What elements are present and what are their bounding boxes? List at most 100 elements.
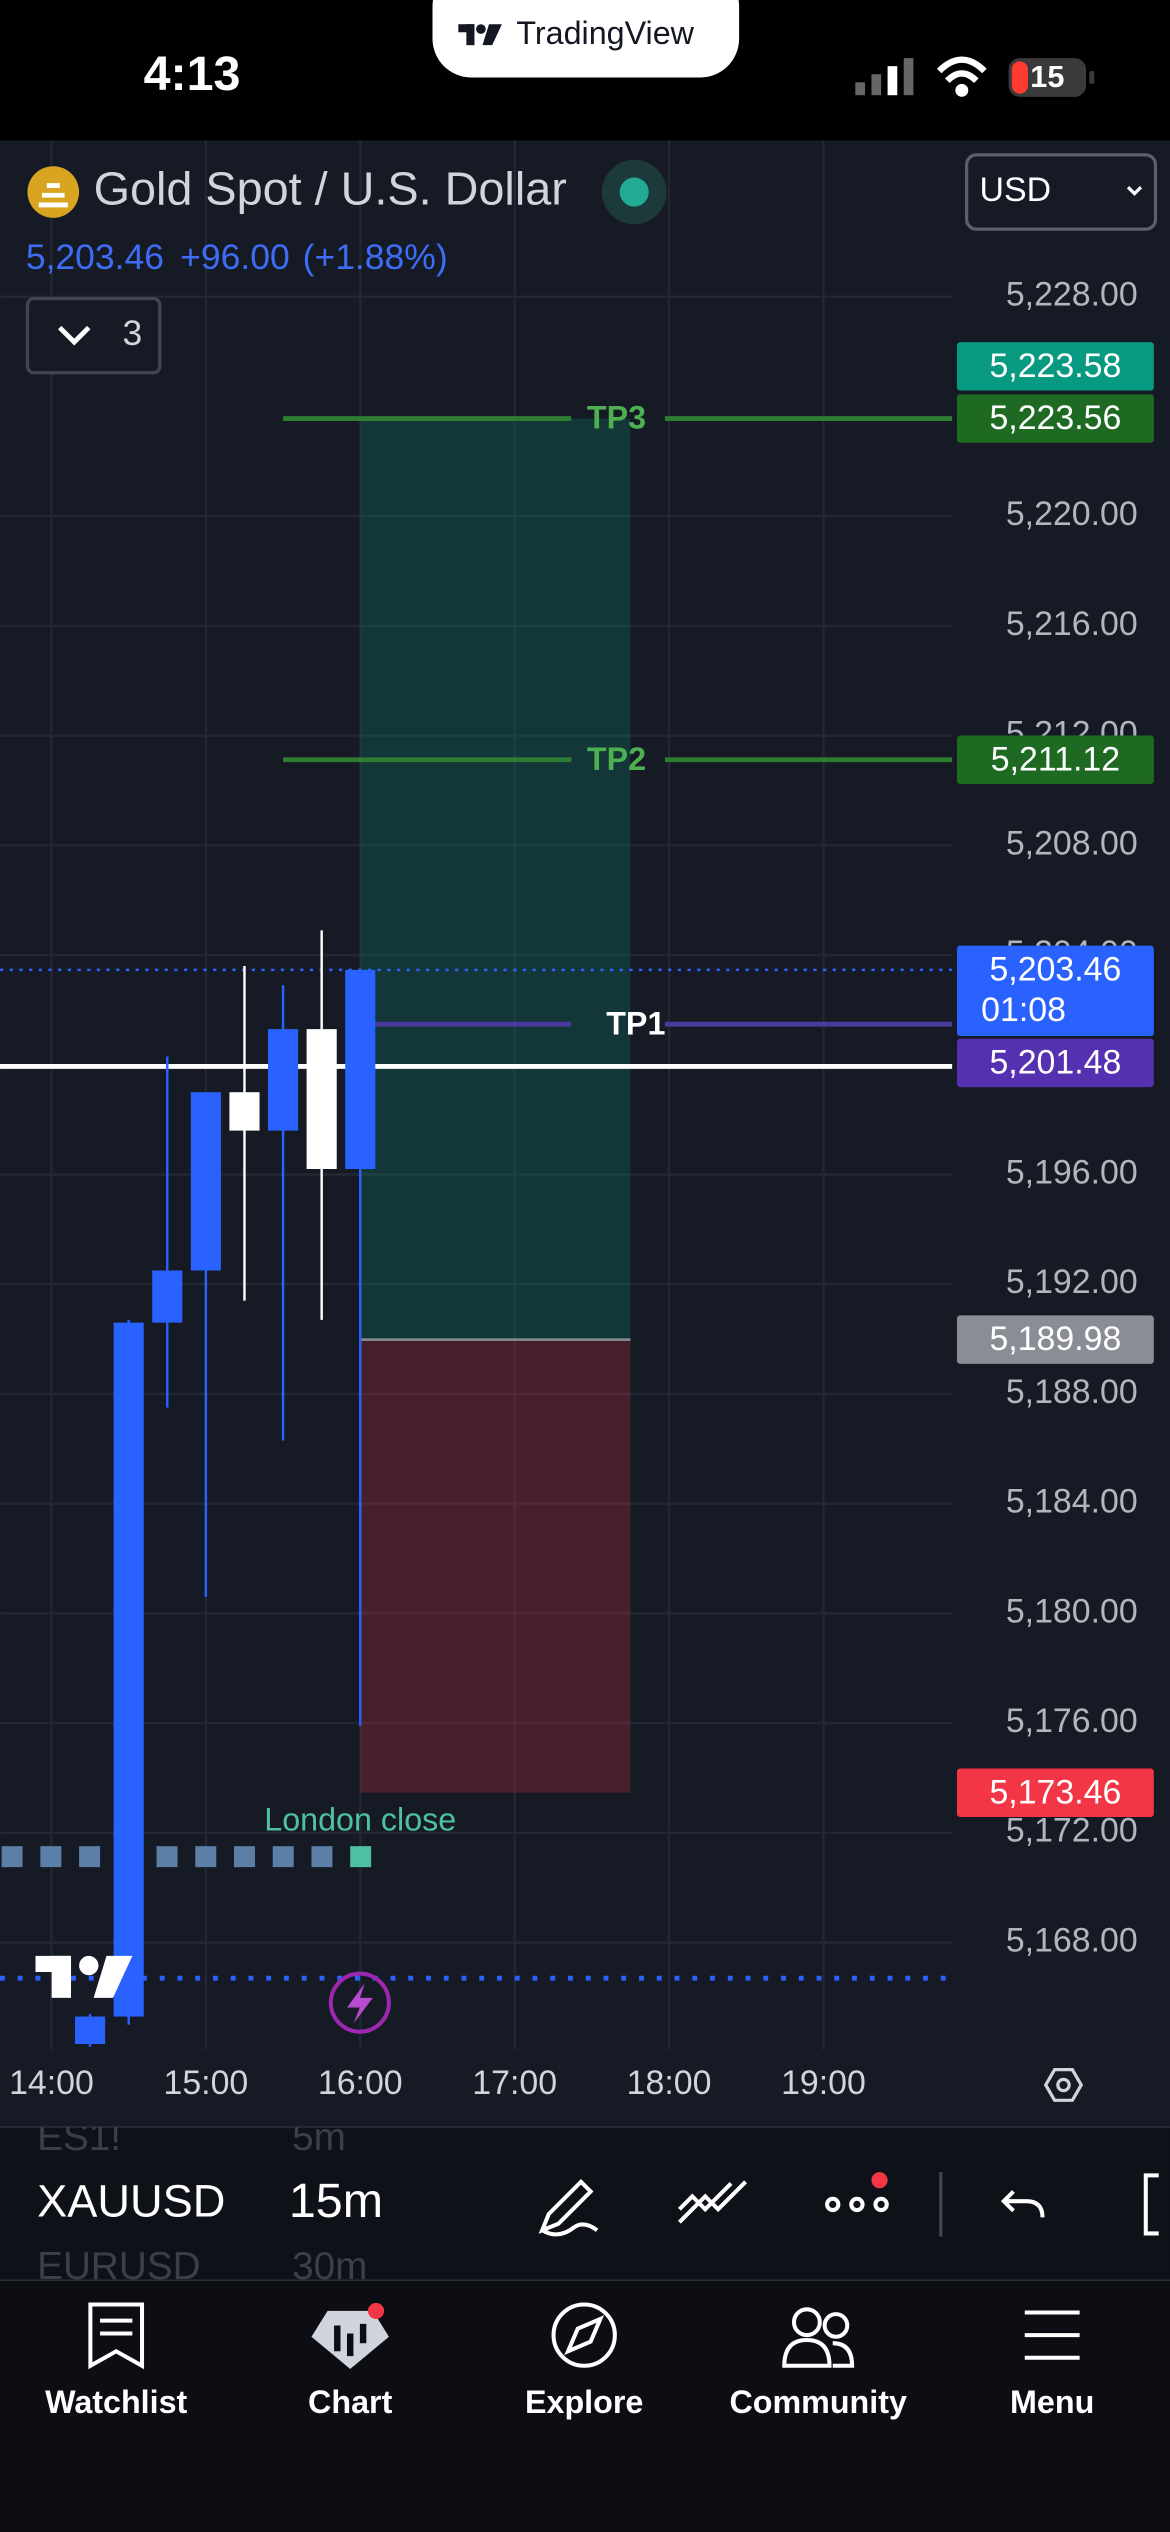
session-markers xyxy=(1,1846,372,1868)
price-label-box xyxy=(956,735,1154,784)
price-label-box xyxy=(956,1315,1154,1364)
y-tick-label: 5,196.00 xyxy=(1006,1153,1138,1191)
plot xyxy=(0,416,953,2047)
y-tick-label: 5,188.00 xyxy=(1006,1373,1138,1411)
toolbar-bg xyxy=(0,2126,1170,2281)
notification-dot xyxy=(367,2302,385,2319)
tp-label: TP1 xyxy=(606,1005,665,1041)
candle-body xyxy=(75,2016,106,2044)
y-tick-label: 5,208.00 xyxy=(1006,824,1138,862)
y-tick-label: 5,216.00 xyxy=(1006,605,1138,643)
price-label-box xyxy=(956,1768,1154,1817)
community-icon xyxy=(782,2337,855,2368)
symbol-picker[interactable]: ES1! 5m XAUUSD 15m EURUSD 30m xyxy=(37,2116,383,2288)
community-icon xyxy=(791,2307,822,2338)
price-label: 5,203.46 xyxy=(989,950,1121,988)
tab-label: Watchlist xyxy=(45,2384,187,2420)
draw-tool[interactable] xyxy=(538,2178,599,2237)
profit-zone xyxy=(360,418,631,1340)
chart-icon-candles xyxy=(334,2323,367,2357)
y-tick-label: 5,172.00 xyxy=(1006,1812,1138,1850)
battery-tip xyxy=(1089,71,1095,84)
price-label-box xyxy=(956,342,1154,391)
more-tools[interactable] xyxy=(825,2196,889,2213)
y-tick-label: 5,192.00 xyxy=(1006,1263,1138,1301)
candle-body xyxy=(229,1092,260,1131)
candle-body xyxy=(268,1029,299,1131)
currency-dropdown[interactable]: USD xyxy=(965,153,1158,231)
tab-label: Community xyxy=(729,2384,907,2420)
price-label-box xyxy=(956,1038,1154,1088)
x-tick-label: 17:00 xyxy=(472,2064,557,2102)
tp-label: TP2 xyxy=(587,741,646,777)
lightning-icon[interactable] xyxy=(328,1971,391,2034)
app-name: TradingView xyxy=(516,15,694,51)
wifi-dot xyxy=(955,83,969,97)
x-tick-label: 16:00 xyxy=(318,2064,403,2102)
symbol-header[interactable]: Gold Spot / U.S. Dollar xyxy=(27,159,667,225)
price-label: 5,173.46 xyxy=(989,1773,1121,1811)
currency: USD xyxy=(980,171,1052,209)
tp-label: TP3 xyxy=(587,400,646,436)
symbol: XAUUSD xyxy=(37,2175,225,2226)
tab-label: Menu xyxy=(1010,2384,1094,2420)
overlay: TP3 TP2 TP1 London close xyxy=(264,400,665,1838)
price-label-box xyxy=(956,945,1154,1037)
tab-explore[interactable]: Explore xyxy=(525,2302,643,2420)
gold-icon xyxy=(27,166,80,218)
annotation: London close xyxy=(264,1801,456,1837)
candle-body xyxy=(113,1322,144,2017)
tab-watchlist[interactable]: Watchlist xyxy=(45,2302,188,2420)
prev-interval: 5m xyxy=(292,2116,346,2159)
menu-icon xyxy=(1024,2310,1080,2360)
header-change: +96.00 xyxy=(180,237,290,277)
explore-icon xyxy=(551,2302,617,2368)
y-tick-label: 5,180.00 xyxy=(1006,1592,1138,1630)
prev-symbol: ES1! xyxy=(37,2116,121,2159)
settings-icon-dot xyxy=(1056,2077,1071,2093)
gold-icon-bars xyxy=(38,183,68,208)
chevron xyxy=(1126,186,1143,196)
compass-needle xyxy=(564,2315,605,2356)
price-label: 5,223.56 xyxy=(989,399,1121,437)
x-tick-label: 15:00 xyxy=(163,2064,248,2102)
symbol-title: Gold Spot / U.S. Dollar xyxy=(94,162,567,214)
app-pill xyxy=(432,0,740,78)
battery-percent: 15 xyxy=(1030,60,1064,94)
price-line: 5,203.46 +96.00 (+1.88%) xyxy=(26,237,448,277)
time-axis: 14:00 15:00 16:00 17:00 18:00 19:00 xyxy=(9,2064,866,2102)
tab-menu[interactable]: Menu xyxy=(1010,2310,1094,2421)
tab-label: Chart xyxy=(308,2384,393,2420)
indicator-toggle[interactable]: 3 xyxy=(25,296,162,375)
tv-logo xyxy=(458,24,502,46)
community-icon xyxy=(822,2312,850,2339)
trend-tool[interactable] xyxy=(677,2180,747,2224)
y-tick-label: 5,228.00 xyxy=(1006,276,1138,314)
next-symbol: EURUSD xyxy=(37,2245,201,2288)
y-tick-label: 5,176.00 xyxy=(1006,1702,1138,1740)
signal xyxy=(855,58,914,96)
watchlist-icon xyxy=(88,2302,145,2370)
indicator-count: 3 xyxy=(122,313,142,353)
x-tick-label: 14:00 xyxy=(9,2064,94,2102)
battery-level xyxy=(1011,61,1028,94)
loss-zone xyxy=(360,1339,631,1793)
price-label-box xyxy=(956,394,1154,443)
y-tick-label: 5,184.00 xyxy=(1006,1483,1138,1521)
countdown: 01:08 xyxy=(981,991,1066,1029)
price-label: 5,189.98 xyxy=(989,1320,1121,1358)
chevron xyxy=(58,325,91,346)
tab-bar-bg xyxy=(0,2280,1170,2532)
indicator-box xyxy=(25,296,162,375)
undo[interactable] xyxy=(1000,2190,1045,2218)
tab-chart[interactable]: Chart xyxy=(308,2302,393,2420)
next-interval: 30m xyxy=(292,2245,367,2288)
price-label: 5,201.48 xyxy=(989,1043,1121,1081)
more-button[interactable] xyxy=(1143,2173,1159,2236)
tab-community[interactable]: Community xyxy=(729,2307,907,2420)
battery xyxy=(1008,58,1087,97)
settings-icon[interactable] xyxy=(1043,2068,1084,2102)
x-tick-label: 19:00 xyxy=(781,2064,866,2102)
